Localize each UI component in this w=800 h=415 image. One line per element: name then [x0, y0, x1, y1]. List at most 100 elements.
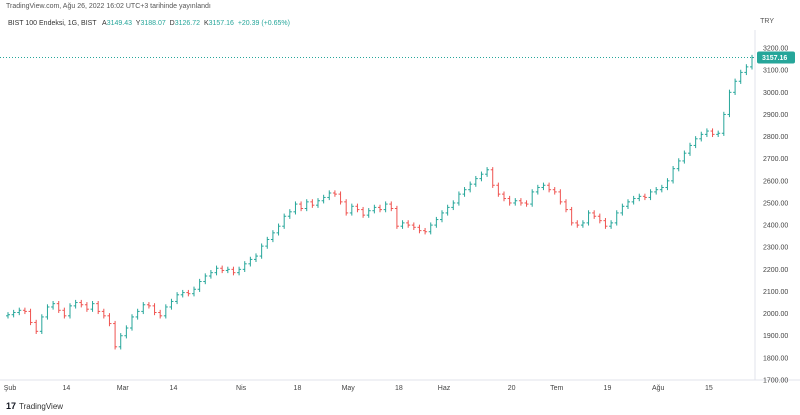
- ohlc-bar: [237, 266, 242, 276]
- ohlc-bars: [6, 54, 754, 350]
- ohlc-bar: [541, 182, 546, 191]
- ohlc-bar: [654, 187, 659, 195]
- ohlc-bar: [124, 325, 129, 339]
- x-tick-label: 18: [294, 385, 302, 392]
- y-tick-label: 2200.00: [763, 267, 788, 274]
- ohlc-bar: [575, 220, 580, 228]
- y-tick-label: 2000.00: [763, 311, 788, 318]
- ohlc-bar: [671, 166, 676, 184]
- ohlc-bar: [451, 200, 456, 211]
- ohlc-bar: [321, 194, 326, 204]
- ohlc-bar: [265, 236, 270, 249]
- ohlc-bar: [434, 216, 439, 228]
- ohlc-bar: [310, 199, 315, 208]
- ohlc-bar: [282, 213, 287, 229]
- ohlc-bar: [84, 302, 89, 312]
- ohlc-bar: [637, 193, 642, 202]
- high-key: Y: [135, 20, 141, 27]
- change-value: +20.39 (+0.65%): [237, 20, 290, 27]
- ohlc-bar: [107, 313, 112, 327]
- ohlc-bar: [485, 167, 490, 177]
- ohlc-bar: [304, 199, 309, 212]
- y-tick-label: 2800.00: [763, 134, 788, 141]
- ohlc-bar: [130, 314, 134, 331]
- x-tick-label: Haz: [438, 385, 451, 392]
- ohlc-bar: [552, 187, 557, 195]
- close-key: K: [203, 20, 209, 27]
- ohlc-bar: [473, 175, 478, 187]
- symbol-name: BIST 100 Endeksi, 1G, BIST: [8, 20, 97, 27]
- ohlc-bar: [727, 89, 732, 118]
- ohlc-bar: [603, 218, 608, 229]
- x-tick-label: 19: [604, 385, 612, 392]
- published-info: TradingView.com, Ağu 26, 2022 16:02 UTC+…: [6, 3, 211, 10]
- open-key: A: [102, 20, 107, 27]
- ohlc-bar: [642, 193, 647, 201]
- ohlc-bar: [146, 302, 151, 309]
- ohlc-bar: [502, 191, 506, 202]
- ohlc-bar: [293, 201, 298, 215]
- ohlc-bar: [158, 309, 163, 319]
- ohlc-bar: [17, 307, 22, 316]
- ohlc-bar: [614, 210, 619, 226]
- tradingview-logo: 17: [6, 401, 17, 411]
- high-value: 3188.07: [140, 20, 166, 27]
- ohlc-bar: [496, 182, 501, 197]
- ohlc-bar: [648, 189, 653, 201]
- ohlc-bar: [248, 256, 253, 267]
- ohlc-bar: [68, 303, 72, 319]
- y-tick-label: 2500.00: [763, 200, 788, 207]
- ohlc-bar: [197, 278, 202, 292]
- ohlc-bar: [118, 333, 123, 350]
- ohlc-bar: [440, 210, 444, 223]
- ohlc-bar: [186, 289, 191, 297]
- ohlc-bar: [11, 309, 16, 318]
- ohlc-bar: [225, 266, 230, 274]
- ohlc-bar: [220, 265, 225, 274]
- ohlc-bar: [242, 261, 247, 273]
- ohlc-bar: [180, 289, 185, 298]
- ohlc-bar: [192, 286, 196, 297]
- ohlc-bar: [547, 182, 552, 193]
- ohlc-bar: [721, 111, 726, 136]
- currency-label: TRY: [760, 18, 774, 25]
- ohlc-bar: [152, 303, 157, 316]
- ohlc-bar: [626, 199, 630, 209]
- y-tick-label: 2300.00: [763, 245, 788, 252]
- ohlc-bar: [710, 128, 715, 138]
- ohlc-bar: [39, 314, 44, 334]
- y-tick-label: 3100.00: [763, 68, 788, 75]
- y-tick-label: 2600.00: [763, 178, 788, 185]
- ohlc-bar: [699, 131, 704, 142]
- ohlc-bar: [6, 312, 10, 319]
- ohlc-bar: [406, 220, 411, 228]
- ohlc-bar: [631, 195, 636, 205]
- ohlc-bar: [490, 167, 495, 188]
- ohlc-bar: [383, 201, 388, 213]
- close-value: 3157.16: [208, 20, 234, 27]
- ohlc-bar: [411, 222, 416, 230]
- ohlc-bar: [569, 206, 574, 226]
- ohlc-bar: [704, 128, 709, 138]
- ohlc-bar: [564, 199, 568, 213]
- ohlc-bar: [558, 189, 563, 205]
- y-tick-label: 1700.00: [763, 378, 788, 385]
- ohlc-bar: [96, 300, 101, 315]
- ohlc-bar: [530, 189, 535, 207]
- ohlc-bar: [592, 210, 597, 219]
- ohlc-bar: [733, 78, 738, 95]
- series-info: BIST 100 Endeksi, 1G, BIST A3149.43 Y318…: [8, 20, 290, 27]
- ohlc-bar: [90, 300, 95, 312]
- x-tick-label: 14: [170, 385, 178, 392]
- tradingview-brand[interactable]: 17 TradingView: [6, 401, 63, 411]
- y-tick-label: 2700.00: [763, 156, 788, 163]
- ohlc-bar: [338, 191, 343, 205]
- low-value: 3126.72: [174, 20, 201, 27]
- x-tick-label: 14: [62, 385, 70, 392]
- ohlc-bar: [163, 304, 168, 319]
- ohlc-bar: [518, 198, 523, 206]
- ohlc-bar: [507, 195, 512, 206]
- ohlc-bar: [535, 184, 540, 195]
- ohlc-bar: [254, 253, 258, 263]
